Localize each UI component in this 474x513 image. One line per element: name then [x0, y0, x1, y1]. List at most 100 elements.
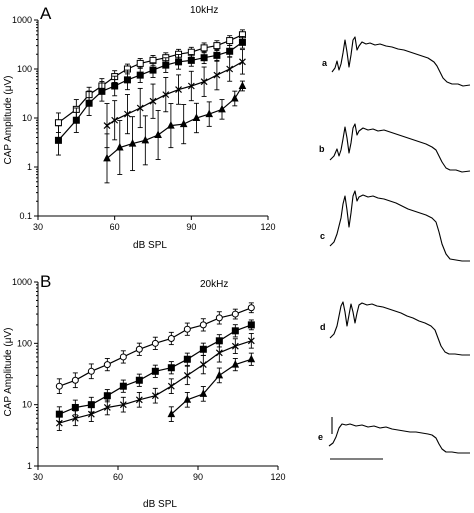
panel-b-filled-triangle-marker — [199, 389, 208, 397]
trace-b-label: b — [319, 144, 325, 154]
panel-a-x-marker — [226, 65, 234, 73]
panel-a-open-square-marker — [136, 59, 144, 67]
panel-a-x-marker — [187, 82, 195, 90]
panel-a-filled-square-marker — [226, 47, 234, 55]
panel-a-filled-square-marker — [85, 99, 93, 107]
panel-a-filled-square-marker — [200, 54, 208, 62]
panel-b-letter: B — [40, 272, 51, 291]
panel-a-filled-triangle-marker — [115, 142, 124, 151]
panel-a-x-marker — [239, 58, 246, 66]
trace-d-label: d — [320, 322, 326, 332]
panel-b-x-marker — [71, 414, 79, 422]
panel-a-filled-triangle-marker — [218, 104, 226, 113]
panel-b-filled-square-marker — [71, 403, 79, 411]
panel-a-open-square-marker — [54, 119, 62, 127]
panel-a-x-marker — [103, 122, 111, 130]
panel-a-filled-triangle-marker — [167, 120, 175, 129]
panel-a-filled-square-marker — [72, 116, 80, 124]
panel-a-filled-square-marker — [238, 38, 246, 46]
panel-b-y-tick-label: 10 — [22, 400, 32, 410]
panel-b-freq-label: 20kHz — [200, 279, 228, 290]
cap-trace-a — [331, 36, 471, 87]
panel-a-x-series-line — [106, 61, 243, 127]
panel-b-x-marker — [87, 410, 95, 418]
panel-b-filled-square-marker — [215, 337, 223, 345]
panel-b-open-circle-marker — [87, 367, 95, 375]
panel-a-filled-triangle-marker — [192, 113, 201, 121]
panel-a-y-axis-title: CAP Amplitude (μV) — [3, 76, 14, 165]
panel-a-x-marker — [162, 91, 170, 99]
panel-a-filled-triangle-marker — [103, 153, 111, 162]
panel-a-open-square-marker — [200, 44, 208, 52]
panel-a-y-tick-label: 10 — [22, 113, 32, 123]
panel-a-filled-square-marker — [54, 136, 62, 144]
cap-trace-b — [329, 123, 471, 173]
panel-a-filled-square-marker — [111, 82, 119, 90]
panel-b-open-circle-marker — [231, 310, 239, 318]
panel-a-filled-triangle-marker — [205, 109, 214, 118]
panel-b-y-tick-label: 1 — [27, 461, 32, 471]
panel-a-open-square-marker — [213, 42, 221, 50]
panel-a-filled-triangle-marker — [154, 130, 162, 138]
panel-a-x-marker — [175, 86, 182, 94]
trace-e-label: e — [318, 432, 323, 442]
panel-b-x-marker — [231, 342, 239, 350]
panel-b-open-circle-marker — [151, 339, 159, 347]
panel-a-filled-square-marker — [136, 71, 144, 79]
panel-b-filled-square-marker — [167, 364, 175, 372]
panel-a-letter: A — [40, 4, 52, 23]
panel-a-y-tick-label: 0.1 — [19, 211, 32, 221]
panel-b-filled-square-marker — [135, 376, 143, 384]
panel-b-x-marker — [119, 401, 127, 409]
panel-b-x-tick-label: 120 — [270, 472, 285, 482]
panel-b-x-tick-label: 30 — [33, 472, 43, 482]
panel-b-filled-square-marker — [231, 327, 239, 335]
panel-b-open-circle-marker — [247, 304, 255, 312]
panel-b-filled-triangle-series-line — [170, 358, 252, 415]
panel-a-filled-triangle-marker — [141, 135, 150, 144]
panel-b-filled-square-marker — [151, 367, 159, 375]
panel-b-x-marker — [55, 419, 63, 427]
panel-a-x-axis-title: dB SPL — [133, 240, 167, 251]
panel-a-y-tick-label: 100 — [17, 64, 32, 74]
panel-b-filled-triangle-marker — [215, 370, 224, 379]
panel-b-x-marker — [215, 349, 223, 357]
panel-a-x-marker — [111, 116, 119, 124]
panel-a-filled-triangle-marker — [179, 119, 188, 128]
panel-a-x-marker — [124, 110, 131, 118]
panel-b-open-circle-marker — [103, 361, 111, 369]
panel-a-filled-square-marker — [213, 51, 221, 59]
panel-a-x-tick-label: 120 — [260, 222, 275, 232]
panel-a-filled-square-marker — [162, 61, 170, 69]
panel-a-x-marker — [200, 78, 208, 86]
panel-a-x-tick-label: 60 — [110, 222, 120, 232]
panel-b-x-marker — [167, 382, 175, 390]
panel-a-filled-square-marker — [149, 66, 157, 74]
trace-a-label: a — [322, 58, 328, 68]
panel-a-y-tick-label: 1000 — [12, 15, 32, 25]
panel-b-filled-triangle-marker — [183, 395, 192, 403]
panel-b-x-marker — [247, 337, 255, 345]
panel-b-filled-triangle-marker — [247, 354, 256, 363]
panel-b-filled-square-marker — [247, 321, 255, 329]
panel-b-filled-triangle-marker — [167, 409, 176, 418]
panel-b-open-circle-marker — [199, 321, 207, 329]
panel-b-y-axis-title: CAP Amplitude (μV) — [3, 328, 14, 417]
panel-a-x-marker — [149, 97, 157, 105]
panel-b-y-tick-label: 100 — [17, 338, 32, 348]
panel-b-x-marker — [151, 392, 159, 400]
panel-a-filled-square-marker — [123, 76, 131, 84]
panel-b-open-circle-marker — [183, 325, 191, 333]
panel-b-x-axis-title: dB SPL — [143, 499, 177, 510]
panel-b-open-circle-marker — [55, 382, 63, 390]
panel-a-filled-triangle-marker — [238, 81, 247, 89]
panel-a-filled-triangle-marker — [230, 93, 239, 102]
panel-a-filled-square-marker — [187, 56, 195, 64]
panel-b-x-marker — [199, 361, 207, 369]
cap-trace-d — [329, 301, 470, 356]
panel-a-open-square-marker — [226, 37, 234, 45]
panel-b-open-circle-marker — [119, 353, 127, 361]
panel-a-freq-label: 10kHz — [190, 5, 218, 16]
